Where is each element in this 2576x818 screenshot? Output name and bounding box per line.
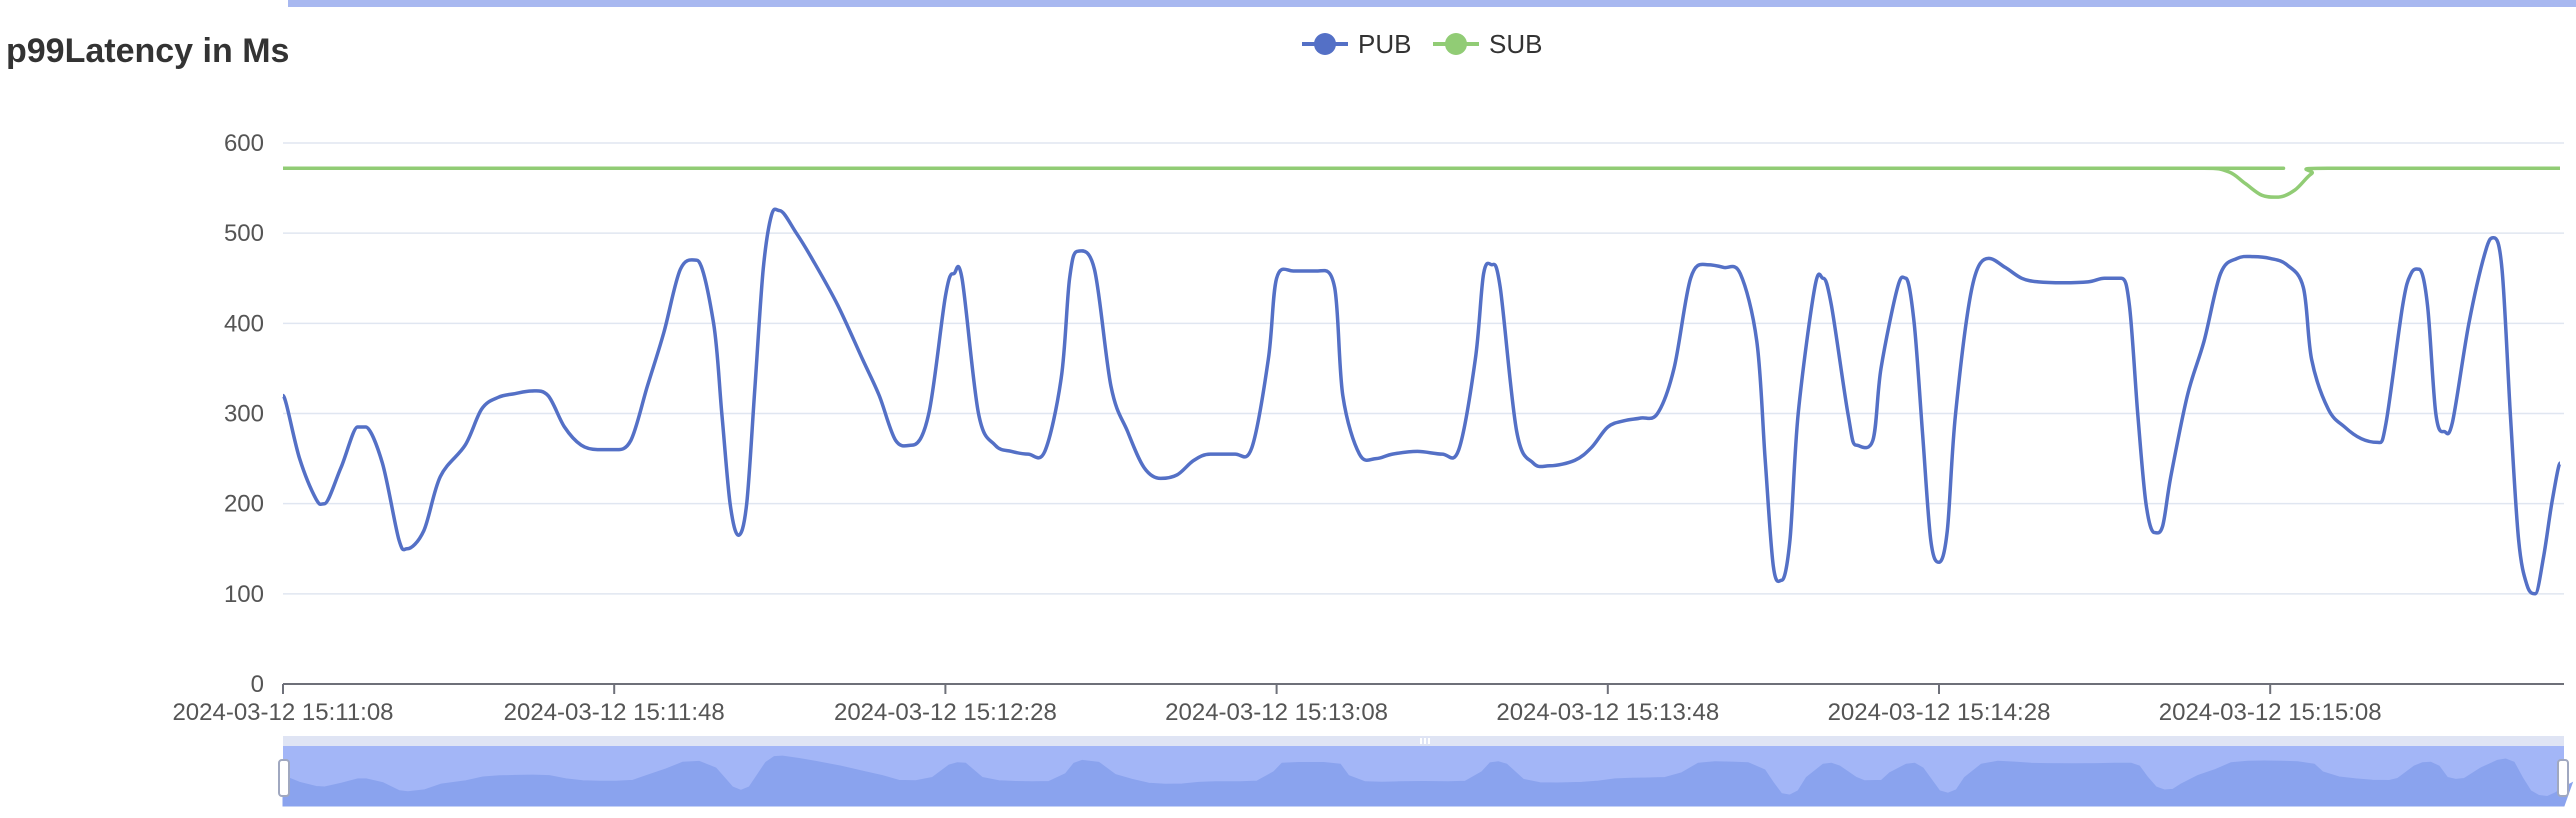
y-axis: 0 100 200 300 400 500 600 — [224, 130, 264, 698]
data-zoom-grip[interactable] — [1428, 738, 1430, 744]
data-zoom-grip[interactable] — [1420, 738, 1422, 744]
x-tick-label: 2024-03-12 15:11:08 — [172, 699, 393, 726]
y-tick-label: 600 — [224, 130, 264, 157]
legend[interactable]: PUB SUB — [1302, 29, 1542, 59]
y-tick-label: 500 — [224, 220, 264, 247]
x-tick-label: 2024-03-12 15:13:08 — [1165, 699, 1388, 726]
y-tick-label: 400 — [224, 310, 264, 337]
x-axis: 2024-03-12 15:11:08 2024-03-12 15:11:48 20… — [172, 683, 2564, 726]
x-tick-label: 2024-03-12 15:11:48 — [504, 699, 725, 726]
y-tick-label: 100 — [224, 581, 264, 608]
grid-lines — [283, 142, 2564, 595]
data-zoom-left-handle[interactable] — [278, 759, 290, 797]
legend-label-sub[interactable]: SUB — [1489, 29, 1542, 59]
data-zoom-slider[interactable] — [278, 736, 2574, 807]
series-layer — [281, 166, 2562, 596]
top-scroll-indicator — [288, 0, 2576, 7]
series-line-pub[interactable] — [281, 207, 2562, 596]
data-zoom-handle-bar[interactable] — [283, 736, 2564, 746]
x-tick-label: 2024-03-12 15:12:28 — [834, 699, 1057, 726]
legend-marker-sub[interactable] — [1445, 33, 1467, 55]
chart-title: p99Latency in Ms — [6, 32, 289, 70]
x-tick-label: 2024-03-12 15:14:28 — [1828, 699, 2051, 726]
y-tick-label: 300 — [224, 401, 264, 428]
data-zoom-preview-area — [282, 755, 2574, 807]
legend-marker-pub[interactable] — [1314, 33, 1336, 55]
y-tick-label: 0 — [251, 671, 264, 698]
y-tick-label: 200 — [224, 491, 264, 518]
x-tick-label: 2024-03-12 15:15:08 — [2159, 699, 2382, 726]
series-line-sub[interactable] — [283, 166, 2560, 199]
data-zoom-right-handle[interactable] — [2557, 759, 2569, 797]
x-tick-label: 2024-03-12 15:13:48 — [1496, 699, 1719, 726]
legend-label-pub[interactable]: PUB — [1358, 29, 1411, 59]
data-zoom-grip[interactable] — [1424, 738, 1426, 744]
